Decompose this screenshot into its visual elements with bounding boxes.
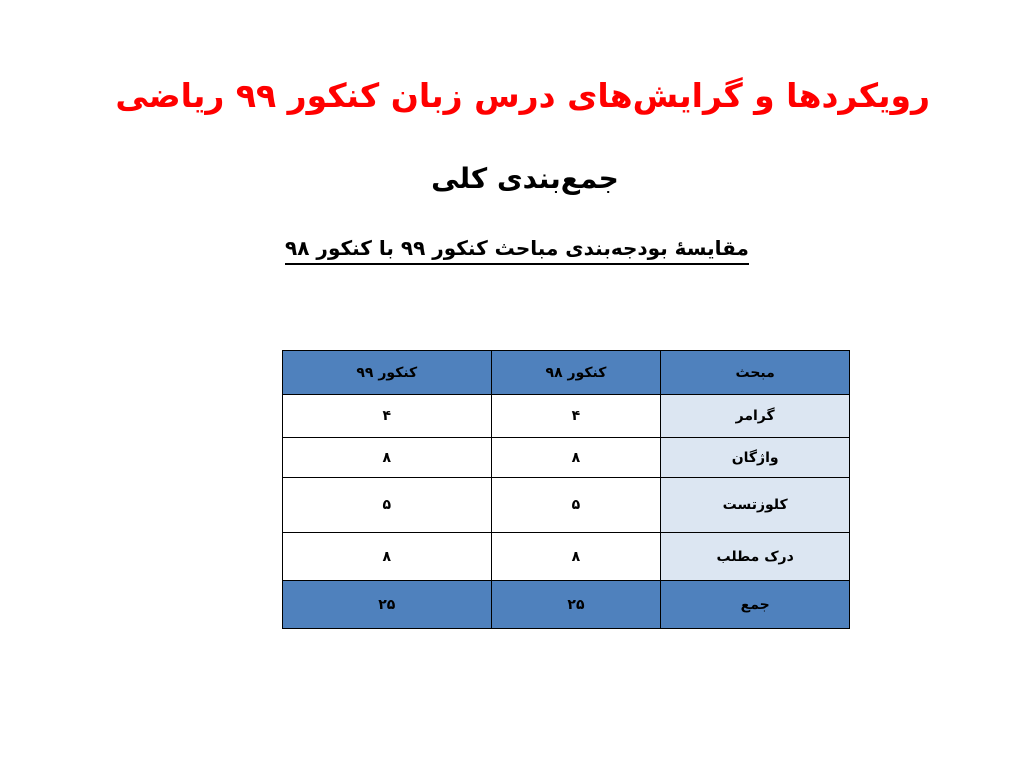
cell: ۸ (282, 532, 492, 581)
row-label: درک مطلب (660, 532, 850, 581)
row-label: واژگان (660, 437, 850, 478)
cell: ۸ (282, 437, 492, 478)
total-cell: ۲۵ (282, 580, 492, 629)
total-label: جمع (660, 580, 850, 629)
cell: ۴ (282, 394, 492, 438)
header-row: مبحث کنکور ۹۸ کنکور ۹۹ (282, 350, 850, 395)
table-row: کلوزتست ۵ ۵ (282, 477, 850, 533)
table-row: گرامر ۴ ۴ (282, 394, 850, 438)
column-header: کنکور ۹۹ (282, 350, 492, 395)
total-cell: ۲۵ (490, 580, 662, 629)
table-head: مبحث کنکور ۹۸ کنکور ۹۹ (282, 350, 850, 395)
subtitle: جمع‌بندی کلی (431, 162, 619, 195)
column-header: کنکور ۹۸ (490, 350, 662, 395)
row-label: کلوزتست (660, 477, 850, 533)
column-header: مبحث (660, 350, 850, 395)
row-label: گرامر (660, 394, 850, 438)
caption: مقایسۀ بودجه‌بندی مباحث کنکور ۹۹ با کنکو… (276, 236, 758, 265)
title: رویکردها و گرایش‌های درس زبان کنکور ۹۹ ر… (115, 76, 930, 115)
caption-text: مقایسۀ بودجه‌بندی مباحث کنکور ۹۹ با کنکو… (285, 236, 749, 265)
cell: ۴ (490, 394, 662, 438)
cell: ۵ (490, 477, 662, 533)
cell: ۸ (490, 437, 662, 478)
table-row: واژگان ۸ ۸ (282, 437, 850, 478)
table-row: درک مطلب ۸ ۸ (282, 532, 850, 581)
cell: ۸ (490, 532, 662, 581)
total-row: جمع ۲۵ ۲۵ (282, 580, 850, 629)
budget-table: مبحث کنکور ۹۸ کنکور ۹۹ گرامر ۴ ۴ واژگان ۸ ۸ کل… (282, 350, 850, 629)
cell: ۵ (282, 477, 492, 533)
table-body: گرامر ۴ ۴ واژگان ۸ ۸ کلوزتست ۵ ۵ درک مطلب ۸ ۸ جمع ۲۵ ۲… (282, 394, 850, 629)
